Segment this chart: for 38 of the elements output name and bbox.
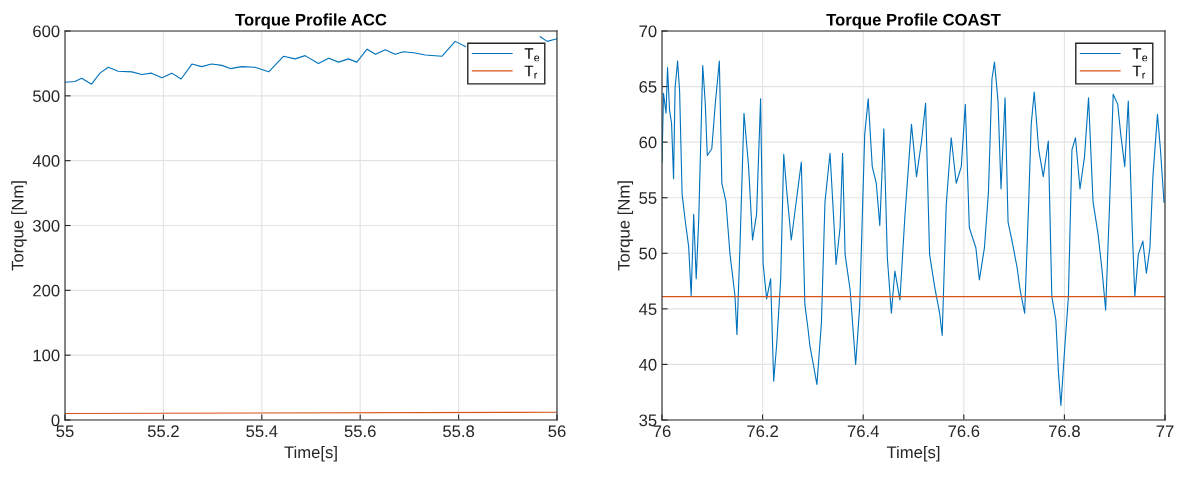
legend-label: T$_{r}$ [1132, 65, 1146, 79]
chart-title: Torque Profile ACC [235, 13, 387, 29]
y-axis-title: Torque [Nm] [617, 181, 634, 271]
legend-label: T$_{r}$ [524, 65, 538, 79]
legend-label: T$_{e}$ [1132, 48, 1148, 62]
x-tick-label: 55.8 [443, 425, 475, 438]
x-tick-label: 76.4 [847, 425, 879, 438]
y-tick-label: 600 [33, 25, 60, 38]
y-tick-label: 500 [33, 90, 60, 103]
y-axis-title: Torque [Nm] [11, 181, 27, 271]
y-tick-label: 0 [51, 414, 60, 427]
y-tick-label: 35 [639, 414, 657, 427]
x-tick-label: 56 [548, 425, 566, 438]
x-axis-title: Time[s] [886, 445, 940, 462]
chart-title: Torque Profile COAST [826, 13, 1001, 29]
y-tick-label: 50 [639, 247, 657, 260]
x-tick-label: 77 [1156, 425, 1174, 437]
line-series [662, 60, 1165, 407]
y-tick-label: 65 [639, 80, 657, 93]
y-tick-label: 45 [638, 303, 657, 316]
x-tick-label: 76.2 [747, 425, 778, 438]
x-tick-label: 55 [56, 425, 74, 438]
y-tick-label: 300 [32, 219, 60, 232]
x-axis-title: Time[s] [284, 445, 337, 462]
x-tick-label: 55.2 [147, 425, 179, 438]
x-tick-label: 76 [653, 425, 671, 438]
y-tick-label: 200 [33, 284, 60, 297]
y-tick-label: 40 [638, 358, 657, 371]
y-tick-label: 100 [33, 349, 60, 362]
x-tick-label: 55.4 [246, 425, 278, 438]
legend-label: T$_{e}$ [524, 48, 540, 62]
y-tick-label: 70 [639, 25, 657, 38]
y-tick-label: 400 [32, 155, 60, 167]
x-tick-label: 55.6 [344, 425, 376, 438]
y-tick-label: 55 [639, 192, 657, 204]
x-tick-label: 76.8 [1049, 425, 1080, 438]
y-tick-label: 60 [639, 136, 657, 149]
x-tick-label: 76.6 [948, 425, 980, 438]
